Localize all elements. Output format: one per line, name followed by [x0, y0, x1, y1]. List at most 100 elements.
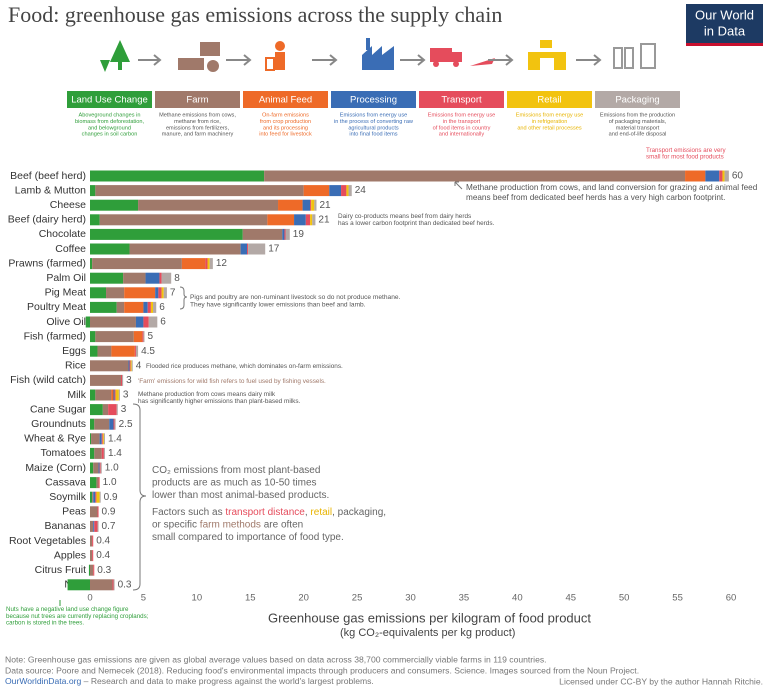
x-tick-label: 50	[619, 593, 630, 604]
stage-note: changes in soil carbon	[82, 132, 138, 138]
legend-label: Retail	[537, 95, 561, 106]
bar-segment	[685, 170, 706, 182]
bar-segment	[90, 258, 93, 270]
total-label: 0.9	[102, 506, 116, 517]
bar-segment	[99, 214, 268, 226]
bar-segment	[133, 331, 143, 343]
annotation-text: transport distance	[225, 507, 305, 518]
bar-segment	[705, 170, 720, 182]
stage-box	[595, 91, 680, 108]
footer-site[interactable]: OurWorldinData.org	[5, 676, 81, 686]
total-label: 1.4	[108, 448, 122, 459]
bar-segment	[98, 477, 100, 489]
annotation-text: because nut trees are currently replacin…	[6, 612, 149, 619]
annotation-text: Transport emissions are very	[646, 147, 726, 154]
bar-segment	[329, 185, 342, 197]
logo-box	[686, 4, 763, 46]
y-tick-label: Olive Oil	[46, 316, 86, 328]
y-tick-label: Maize (Corn)	[25, 462, 86, 474]
bar-segment	[99, 433, 102, 445]
total-label: 12	[216, 258, 228, 269]
bar-segment	[109, 418, 114, 430]
bar-segment	[153, 301, 157, 313]
bar-segment	[97, 506, 99, 518]
bar-segment	[131, 360, 133, 372]
y-tick-label: Wheat & Rye	[24, 433, 86, 445]
y-tick-label: Pig Meat	[45, 287, 87, 299]
bar-segment	[111, 345, 135, 357]
total-label: 0.3	[118, 579, 132, 590]
bar-segment	[128, 360, 130, 372]
bar-segment	[90, 491, 93, 503]
annotation-text: farm methods	[200, 519, 261, 530]
y-tick-label: Poultry Meat	[27, 301, 86, 313]
annotation-text: or specific	[152, 519, 200, 530]
stage-note: material transport	[616, 125, 660, 131]
bar-segment	[158, 287, 162, 299]
annotation-text: Dairy co-products means beef from dairy …	[338, 213, 471, 220]
stage-note: manure, and farm machinery	[162, 132, 234, 138]
stage-note: Emissions from the production	[600, 112, 675, 118]
stage-note: in the process of converting raw	[334, 119, 414, 125]
bar-segment	[303, 185, 330, 197]
bar-segment	[143, 316, 149, 328]
annotation: Nuts have a negative land use change fig…	[6, 606, 129, 613]
bar-segment	[282, 228, 285, 240]
bar-segment	[97, 345, 112, 357]
y-tick-label: Groundnuts	[31, 418, 86, 430]
footer-tagline: – Research and data to make progress aga…	[81, 676, 374, 686]
annotation-text: small compared to importance of food typ…	[152, 532, 344, 543]
total-label: 60	[732, 171, 744, 182]
y-tick-label: Bananas	[45, 520, 86, 532]
bar-segment	[113, 579, 115, 591]
bar-segment	[92, 258, 182, 270]
stage-box	[331, 91, 416, 108]
stage-note: agricultural products	[348, 125, 399, 131]
total-label: 0.4	[96, 536, 110, 547]
stage-note: in the transport	[443, 119, 481, 125]
bar-segment	[90, 477, 97, 489]
y-tick-label: Milk	[67, 389, 86, 401]
bar-segment	[90, 360, 129, 372]
total-label: 4	[136, 360, 142, 371]
annotation: means beef from dedicated beef herds has…	[466, 193, 725, 202]
total-label: 21	[319, 200, 331, 211]
bar-segment	[90, 433, 92, 445]
bar-segment	[161, 272, 172, 284]
x-tick-label: 25	[352, 593, 363, 604]
annotation: products are as much as 10-50 times	[152, 477, 317, 488]
bar-segment	[294, 214, 306, 226]
bar-segment	[100, 462, 102, 474]
annotation: has significantly higher emissions than …	[138, 398, 301, 405]
stage-note: of food items in country	[433, 125, 491, 131]
bar-segment	[90, 316, 136, 328]
bar-segment	[88, 564, 90, 576]
bar-segment	[90, 550, 93, 562]
y-tick-label: Cheese	[50, 199, 86, 211]
bar-segment	[102, 433, 104, 445]
bar-segment	[95, 491, 97, 503]
bar-segment	[106, 287, 125, 299]
bar-segment	[90, 170, 265, 182]
bar-segment	[118, 389, 120, 401]
stage-note: On-farm emissions	[262, 112, 309, 118]
total-label: 19	[293, 229, 305, 240]
stage-box	[243, 91, 328, 108]
bar-segment	[90, 579, 113, 591]
bar-segment	[94, 418, 110, 430]
bar-segment	[99, 462, 101, 474]
bar-segment	[129, 360, 131, 372]
y-tick-label: Eggs	[62, 345, 86, 357]
bar-segment	[115, 389, 119, 401]
bar-segment	[112, 579, 114, 591]
bar-segment	[96, 491, 100, 503]
y-tick-label: Cassava	[45, 476, 86, 488]
bar-segment	[85, 316, 90, 328]
annotation: 'Farm' emissions for wild fish refers to…	[138, 378, 326, 385]
bar-segment	[155, 287, 159, 299]
bar-segment	[90, 228, 243, 240]
bar-segment	[143, 331, 145, 343]
annotation: lower than most animal-based products.	[152, 490, 329, 501]
x-tick-label: 55	[672, 593, 683, 604]
